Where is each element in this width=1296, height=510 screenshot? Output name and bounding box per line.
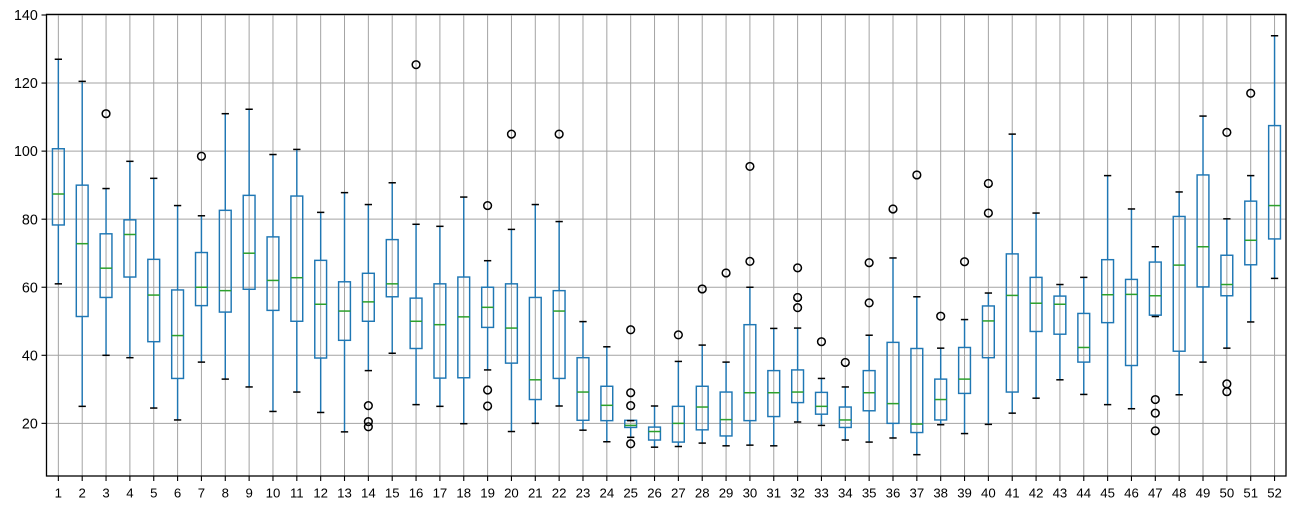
svg-text:28: 28 xyxy=(695,486,710,501)
svg-text:3: 3 xyxy=(102,486,109,501)
svg-text:13: 13 xyxy=(337,486,352,501)
svg-text:100: 100 xyxy=(14,144,38,160)
svg-text:15: 15 xyxy=(385,486,400,501)
svg-text:43: 43 xyxy=(1053,486,1068,501)
svg-text:23: 23 xyxy=(576,486,591,501)
svg-text:40: 40 xyxy=(22,348,38,364)
svg-text:31: 31 xyxy=(766,486,781,501)
svg-text:30: 30 xyxy=(743,486,758,501)
svg-text:42: 42 xyxy=(1029,486,1044,501)
svg-text:50: 50 xyxy=(1220,486,1235,501)
svg-text:17: 17 xyxy=(433,486,448,501)
svg-text:6: 6 xyxy=(174,486,181,501)
svg-text:5: 5 xyxy=(150,486,157,501)
svg-text:48: 48 xyxy=(1172,486,1187,501)
svg-text:140: 140 xyxy=(14,8,38,24)
svg-text:32: 32 xyxy=(790,486,805,501)
svg-text:36: 36 xyxy=(886,486,901,501)
svg-text:24: 24 xyxy=(599,486,614,501)
svg-text:10: 10 xyxy=(266,486,281,501)
svg-text:34: 34 xyxy=(838,486,853,501)
svg-text:40: 40 xyxy=(981,486,996,501)
svg-text:46: 46 xyxy=(1124,486,1139,501)
svg-text:19: 19 xyxy=(480,486,495,501)
svg-text:35: 35 xyxy=(862,486,877,501)
svg-text:45: 45 xyxy=(1100,486,1115,501)
svg-text:60: 60 xyxy=(22,280,38,296)
svg-text:21: 21 xyxy=(528,486,543,501)
svg-text:37: 37 xyxy=(910,486,925,501)
svg-text:8: 8 xyxy=(222,486,229,501)
svg-text:52: 52 xyxy=(1267,486,1282,501)
svg-text:51: 51 xyxy=(1243,486,1258,501)
svg-text:18: 18 xyxy=(456,486,471,501)
svg-text:39: 39 xyxy=(957,486,972,501)
svg-text:38: 38 xyxy=(933,486,948,501)
svg-text:11: 11 xyxy=(290,486,304,501)
svg-text:26: 26 xyxy=(647,486,662,501)
svg-text:27: 27 xyxy=(671,486,686,501)
svg-text:120: 120 xyxy=(14,76,38,92)
svg-text:47: 47 xyxy=(1148,486,1163,501)
svg-text:9: 9 xyxy=(245,486,252,501)
svg-text:4: 4 xyxy=(126,486,133,501)
svg-text:44: 44 xyxy=(1076,486,1091,501)
svg-text:20: 20 xyxy=(504,486,519,501)
svg-text:33: 33 xyxy=(814,486,829,501)
svg-text:2: 2 xyxy=(79,486,86,501)
svg-text:29: 29 xyxy=(719,486,734,501)
svg-text:80: 80 xyxy=(22,212,38,228)
svg-text:14: 14 xyxy=(361,486,376,501)
svg-text:20: 20 xyxy=(22,416,38,432)
svg-text:49: 49 xyxy=(1196,486,1211,501)
svg-text:1: 1 xyxy=(55,486,62,501)
svg-text:41: 41 xyxy=(1005,486,1020,501)
svg-text:7: 7 xyxy=(198,486,205,501)
svg-text:16: 16 xyxy=(409,486,424,501)
svg-text:25: 25 xyxy=(623,486,638,501)
svg-text:22: 22 xyxy=(552,486,567,501)
svg-text:12: 12 xyxy=(313,486,328,501)
